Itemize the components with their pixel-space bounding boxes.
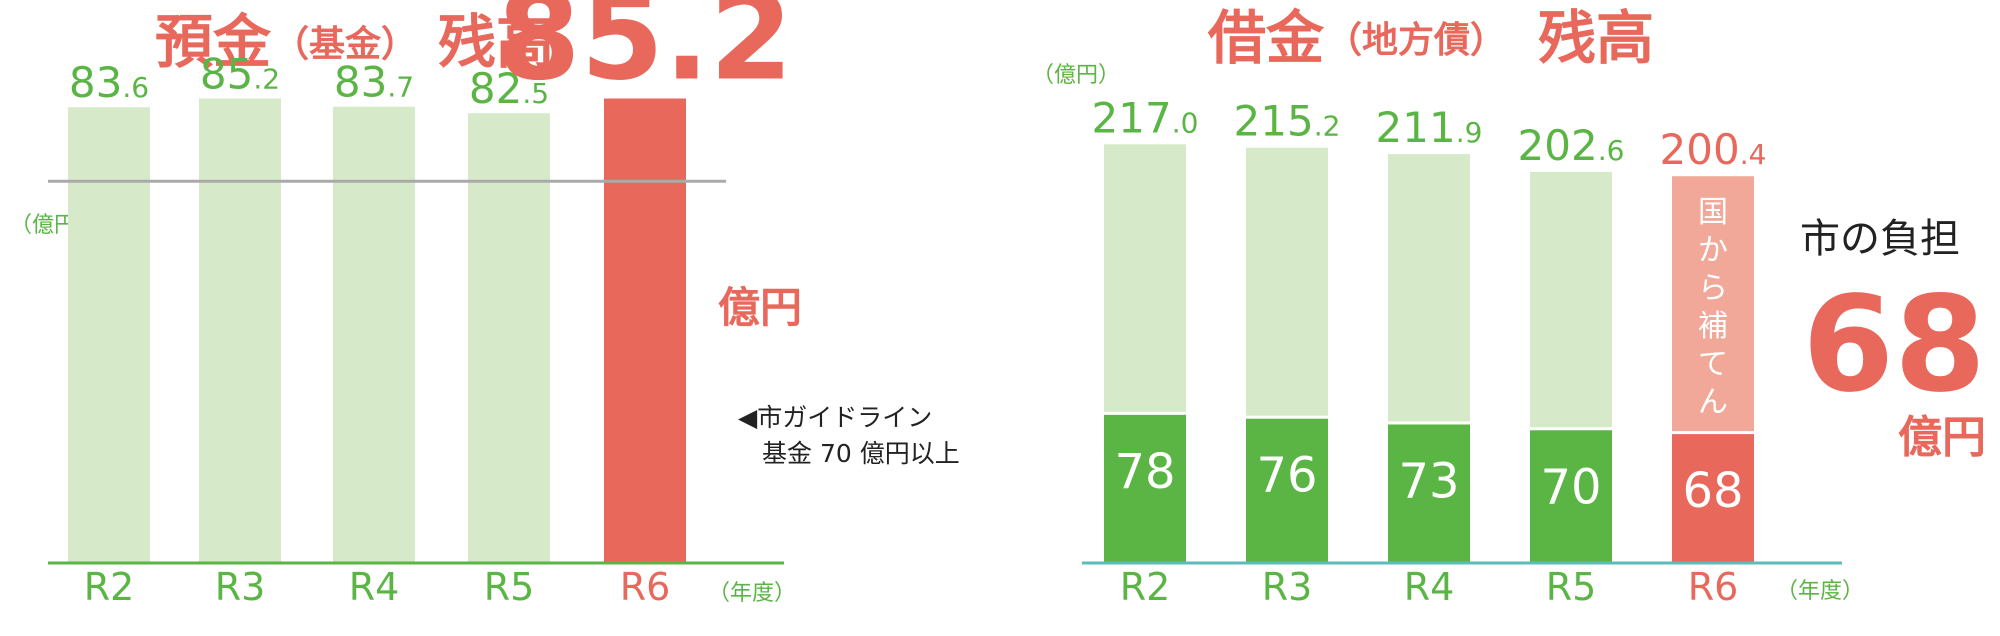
left-value-label-R3: 85.2 <box>200 50 280 99</box>
right-city-label-R4: 73 <box>1398 453 1459 509</box>
left-xunit: （年度） <box>708 581 796 606</box>
left-title-main: 預金 <box>155 8 272 76</box>
left-bar-R2 <box>68 107 150 562</box>
left-category-R3: R3 <box>215 565 266 609</box>
guideline-label-line2: 基金 70 億円以上 <box>762 439 960 468</box>
left-title-paren: （基金） <box>273 23 417 65</box>
left-value-label-R4: 83.7 <box>334 58 414 107</box>
right-bar-city-R5 <box>1530 430 1612 562</box>
right-total-label-R4: 211.9 <box>1376 103 1483 152</box>
left-value-label-R2: 83.6 <box>69 58 149 107</box>
right-xunit: （年度） <box>1776 579 1864 604</box>
left-category-R6: R6 <box>620 565 671 609</box>
right-category-R5: R5 <box>1546 565 1597 609</box>
right-total-label-R2: 217.0 <box>1092 93 1199 142</box>
right-total-label-R3: 215.2 <box>1234 97 1341 146</box>
right-title-main: 借金 <box>1207 4 1325 72</box>
left-category-R2: R2 <box>84 565 135 609</box>
right-total-label-R6: 200.4 <box>1660 125 1767 174</box>
right-bar-national-R5 <box>1530 171 1612 428</box>
right-national-label: 国から補てん <box>1698 195 1728 420</box>
right-city-label-R6: 68 <box>1682 463 1743 519</box>
left-highlight-unit: 億円 <box>718 283 802 332</box>
right-city-label-R3: 76 <box>1256 448 1317 504</box>
right-city-label-R2: 78 <box>1114 444 1175 500</box>
left-title-end: 残高 <box>438 8 554 76</box>
left-bar-R3 <box>199 98 281 563</box>
right-bar-national-R3 <box>1246 147 1328 416</box>
right-bar-city-R3 <box>1246 418 1328 562</box>
right-bar-national-R2 <box>1104 144 1186 412</box>
guideline-label-line1: ◀市ガイドライン <box>738 403 932 432</box>
right-bar-city-R6 <box>1672 434 1754 562</box>
right-bar-national-R4 <box>1388 154 1470 422</box>
right-bar-city-R2 <box>1104 414 1186 562</box>
left-category-R4: R4 <box>349 565 400 609</box>
right-bar-city-R4 <box>1388 424 1470 562</box>
right-category-R6: R6 <box>1688 565 1739 609</box>
right-title-end: 残高 <box>1538 4 1654 72</box>
left-bar-R4 <box>333 106 415 562</box>
left-bars: 83.6 R2 85.2 R3 83.7 R4 82.5 R5 85.2 R6 <box>48 0 793 609</box>
right-ylabel: （億円） <box>1032 63 1120 88</box>
right-title-paren: （地方債） <box>1326 20 1506 61</box>
right-callout-label: 市の負担 <box>1800 216 1960 262</box>
left-value-label-R6: 85.2 <box>497 0 793 108</box>
left-bar-R5 <box>468 113 550 562</box>
left-bar-R6 <box>604 98 686 563</box>
right-total-label-R5: 202.6 <box>1518 121 1625 170</box>
right-callout-value: 68 <box>1802 268 1986 422</box>
right-city-label-R5: 70 <box>1540 459 1601 515</box>
left-value-label-R5: 82.5 <box>469 64 549 113</box>
right-category-R3: R3 <box>1262 565 1313 609</box>
left-category-R5: R5 <box>484 565 535 609</box>
right-bar-national-R6 <box>1672 176 1754 432</box>
right-bars: 78 217.0 R2 76 215.2 R3 73 211.9 R4 70 202.6 R5 68 20… <box>1082 93 1842 609</box>
right-callout-unit: 億円 <box>1898 412 1986 463</box>
right-category-R2: R2 <box>1120 565 1171 609</box>
right-category-R4: R4 <box>1404 565 1455 609</box>
